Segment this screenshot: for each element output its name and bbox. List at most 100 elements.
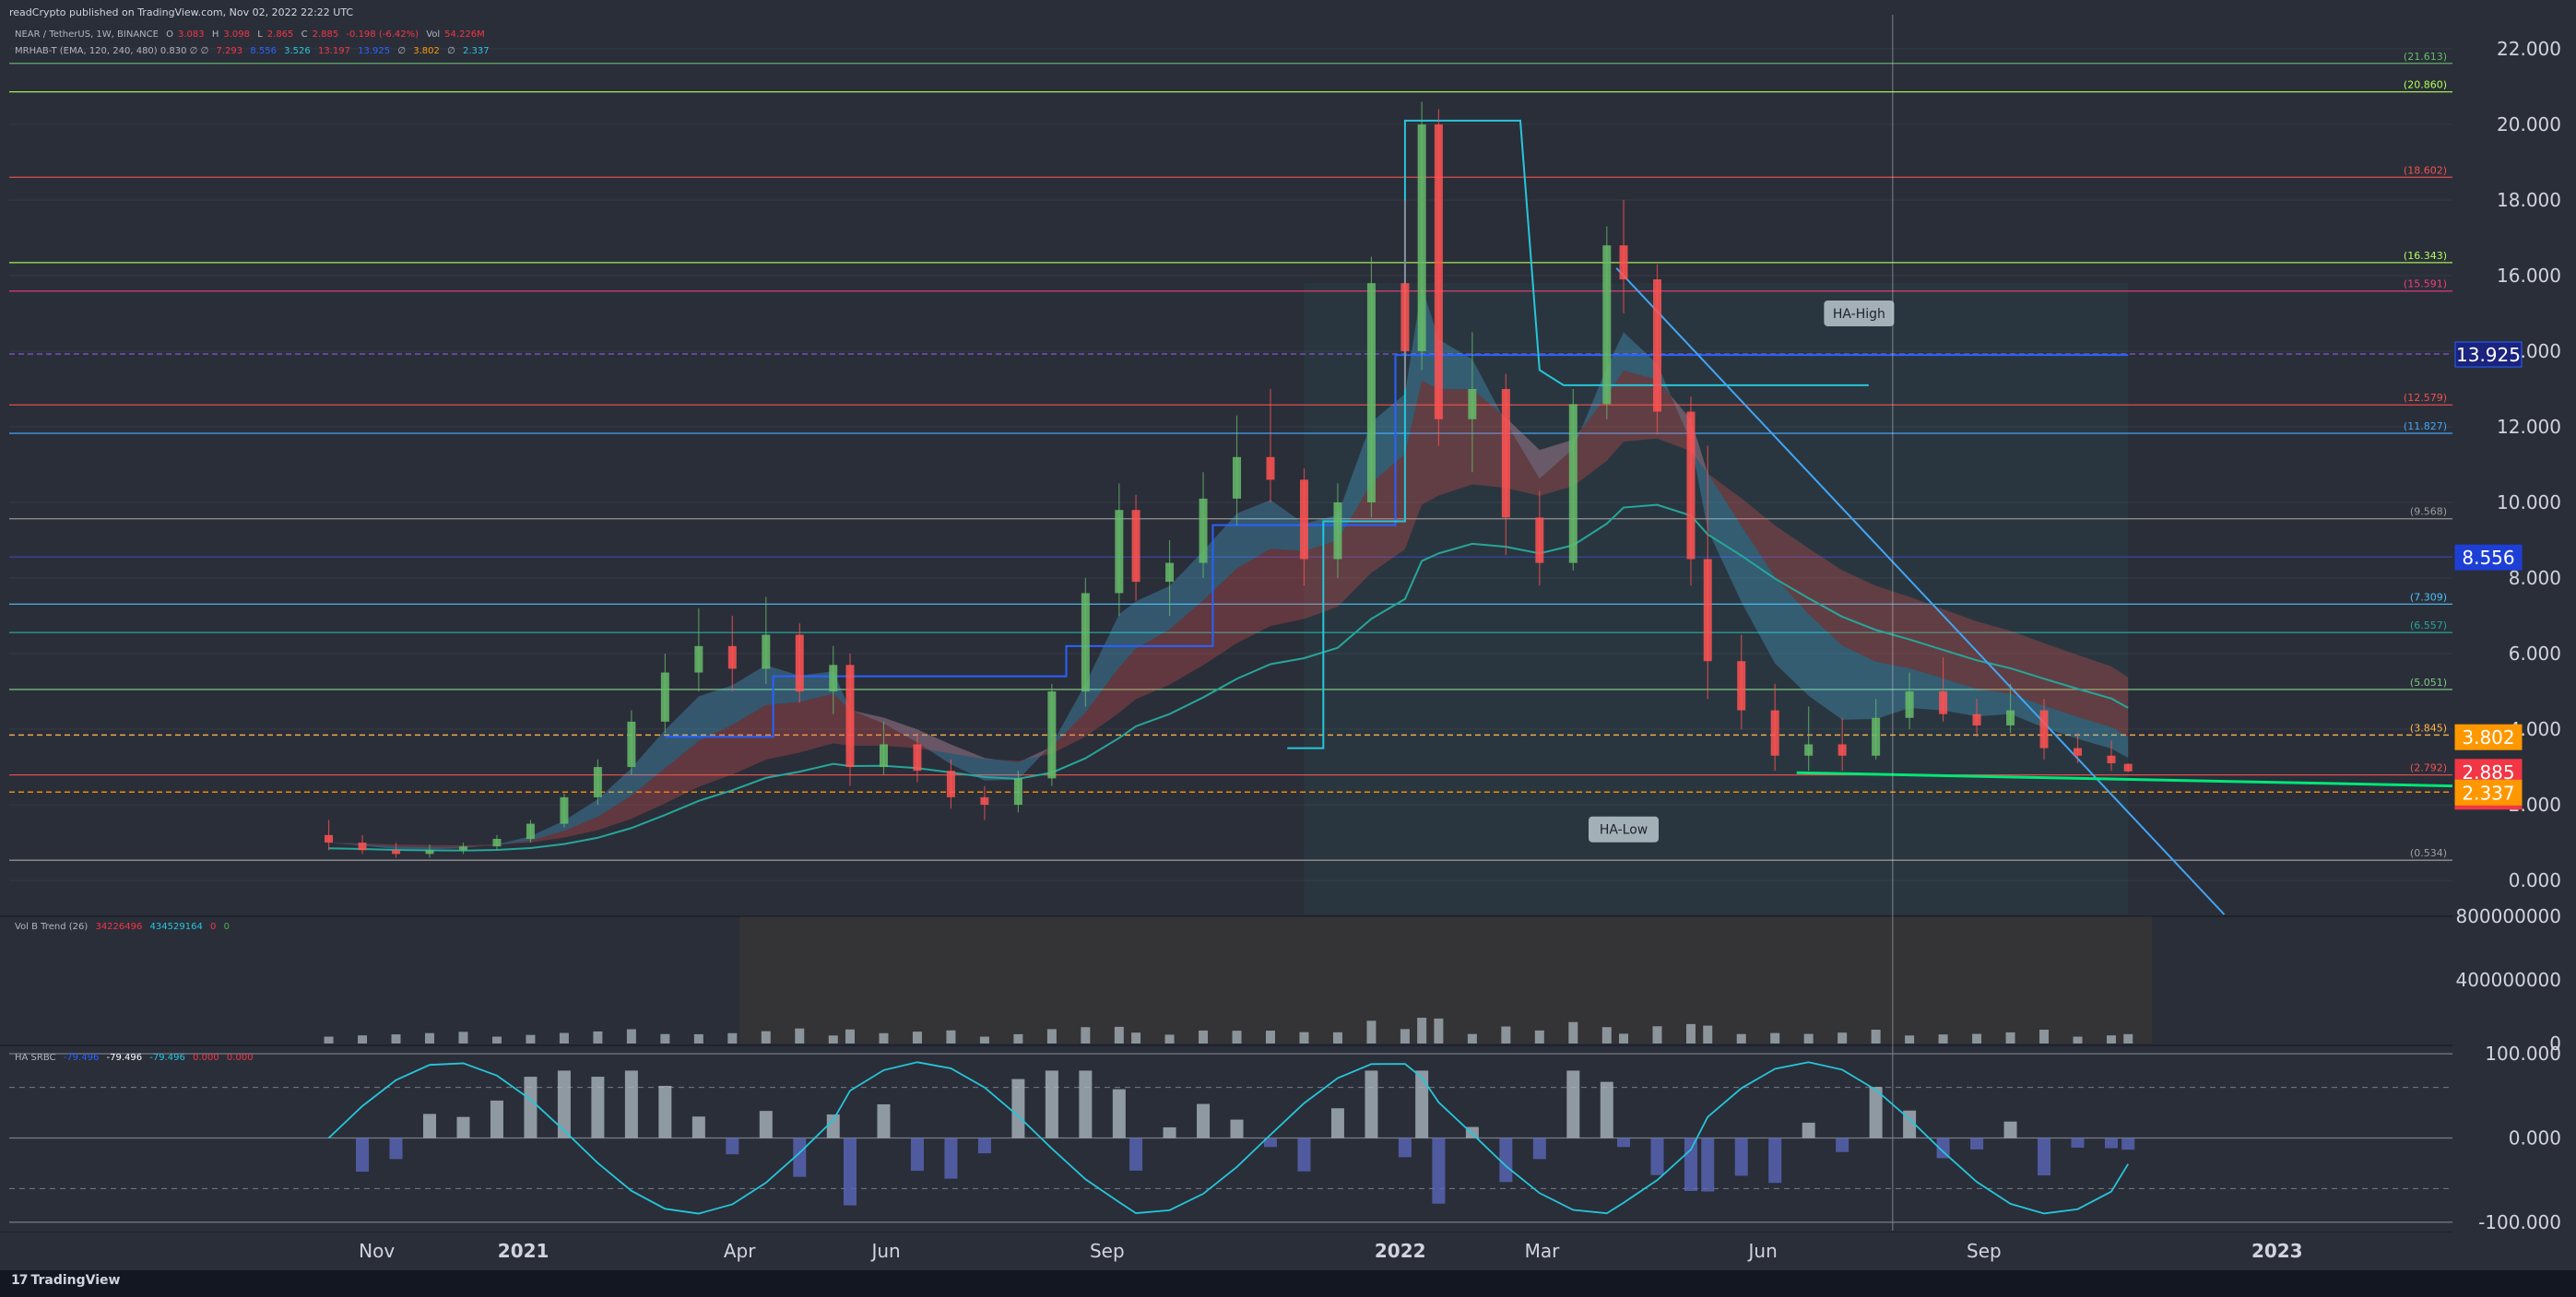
oscillator-bar	[1263, 1138, 1277, 1148]
level-label: (12.579)	[2404, 392, 2447, 404]
oscillator-pane[interactable]	[9, 1053, 2452, 1223]
price-badge-box	[2454, 779, 2523, 806]
volume-bar	[1232, 1031, 1242, 1043]
volume-tick-label: 0	[2549, 1032, 2561, 1055]
oscillator-bar	[490, 1100, 503, 1138]
price-label-badge[interactable]: 2.337	[2454, 779, 2523, 806]
close-value: 2.885	[312, 29, 339, 40]
level-label: (9.568)	[2410, 506, 2447, 518]
price-label-badge[interactable]: 8.556	[2454, 544, 2523, 571]
volume-bar	[1434, 1018, 1444, 1043]
volume-bar	[559, 1032, 569, 1043]
symbol-name[interactable]: NEAR / TetherUS, 1W, BINANCE	[15, 29, 159, 40]
oscillator-name[interactable]: HA SRBC	[15, 1053, 56, 1063]
indicator-value-6: ∅	[397, 46, 407, 56]
level-label: (7.309)	[2410, 591, 2447, 603]
price-label-badge[interactable]: 13.925	[2454, 341, 2523, 368]
candle-body	[2074, 748, 2083, 756]
oscillator-bar	[658, 1085, 672, 1138]
time-tick-label: Sep	[1090, 1240, 1125, 1262]
oscillator-bar	[793, 1138, 807, 1177]
oscillator-bar	[1297, 1138, 1311, 1172]
level-label: (0.534)	[2410, 847, 2447, 859]
high-value: 3.098	[223, 29, 251, 40]
fast-ribbon	[328, 286, 2129, 850]
price-badge-box	[2454, 341, 2523, 368]
candle-body	[694, 645, 703, 673]
volume-bar	[912, 1032, 922, 1043]
price-pane[interactable]: (21.613) (20.860) (18.602) (16.343) (15.591)…	[0, 15, 2576, 1233]
oscillator-legend[interactable]: HA SRBC -79.496 -79.496 -79.496 0.000 0.…	[15, 1053, 258, 1063]
oscillator-tick-label: -100.000	[2478, 1211, 2561, 1233]
time-axis-background	[0, 1232, 2576, 1270]
price-tick-label: 10.000	[2497, 491, 2561, 513]
candle-body	[1165, 562, 1175, 583]
price-axis[interactable]: 22.00020.00018.00016.00014.00012.00010.0…	[2452, 0, 2576, 1233]
high-label: H	[211, 29, 219, 40]
step-line-blue	[665, 354, 2129, 738]
volume-indicator-value-1: 34226496	[95, 922, 143, 932]
candle-body	[1737, 661, 1746, 711]
price-badge-text: 13.925	[2456, 344, 2521, 366]
volume-bar	[2073, 1036, 2083, 1043]
symbol-legend[interactable]: NEAR / TetherUS, 1W, BINANCE O 3.083 H 3.0…	[15, 29, 490, 40]
annotation-callout[interactable]: HA-High	[1824, 300, 1895, 326]
candle-body	[1939, 691, 1948, 714]
volume-indicator-value-3: 0	[210, 922, 217, 932]
time-tick-label: 2021	[498, 1240, 549, 1262]
oscillator-bar	[1011, 1079, 1025, 1138]
oscillator-bar	[356, 1138, 370, 1173]
indicator-value-2: 8.556	[250, 46, 277, 56]
volume-bar	[1164, 1034, 1175, 1043]
level-label: (16.343)	[2404, 250, 2447, 262]
volume-bar	[1081, 1027, 1091, 1043]
price-label-badge[interactable]: 3.802	[2454, 724, 2523, 750]
candle-body	[1400, 283, 1410, 351]
oscillator-bar	[1398, 1138, 1412, 1158]
volume-bar	[727, 1032, 738, 1043]
volume-bar	[1332, 1032, 1342, 1043]
low-value: 2.865	[266, 29, 294, 40]
indicator-name[interactable]: MRHAB-T (EMA, 120, 240, 480) 0.830 ∅ ∅	[15, 46, 209, 56]
volume-bar	[660, 1033, 670, 1043]
volume-bar	[1199, 1030, 1209, 1043]
volume-pane[interactable]	[324, 916, 2153, 1043]
candle-body	[2107, 755, 2116, 763]
candle-body	[1233, 456, 1242, 499]
volume-bar	[324, 1036, 334, 1043]
price-tick-label: 20.000	[2497, 113, 2561, 136]
level-label: (3.845)	[2410, 722, 2447, 734]
volume-background-zone	[739, 916, 2153, 1043]
indicator-value-3: 3.526	[284, 46, 311, 56]
volume-bar	[1265, 1031, 1275, 1043]
tradingview-logo[interactable]: 17 TradingView	[11, 1273, 120, 1288]
volume-bar	[1366, 1020, 1377, 1043]
volume-bar	[1703, 1025, 1713, 1043]
volume-indicator-name[interactable]: Vol B Trend (26)	[15, 922, 89, 932]
candle-body	[1501, 388, 1510, 518]
oscillator-bar	[826, 1114, 840, 1138]
volume-legend[interactable]: Vol B Trend (26) 34226496 434529164 0 0	[15, 922, 234, 932]
candle-body	[1013, 778, 1022, 806]
volume-bar	[2039, 1029, 2050, 1043]
oscillator-bar	[977, 1138, 991, 1154]
oscillator-value-4: 0.000	[193, 1053, 219, 1063]
oscillator-bar	[524, 1077, 538, 1138]
price-tick-label: 6.000	[2509, 643, 2561, 665]
volume-bar	[424, 1032, 434, 1043]
oscillator-bar	[1650, 1138, 1664, 1175]
indicator-legend[interactable]: MRHAB-T (EMA, 120, 240, 480) 0.830 ∅ ∅ 7…	[15, 46, 494, 56]
volume-bar	[1736, 1033, 1746, 1043]
annotation-box	[1824, 300, 1895, 326]
candle-body	[727, 645, 737, 669]
volume-bar	[526, 1034, 536, 1043]
candle-body	[560, 796, 569, 824]
step-line-cyan	[1287, 119, 1869, 749]
oscillator-bar	[944, 1138, 958, 1179]
candle-body	[1115, 510, 1124, 594]
annotation-callout[interactable]: HA-Low	[1589, 816, 1660, 843]
time-axis[interactable]: Nov 2021 Apr Jun Sep 2022 Mar Jun Sep 2023	[0, 1232, 2576, 1270]
oscillator-bar	[1432, 1138, 1446, 1204]
volume-bar	[1803, 1033, 1814, 1043]
volume-bar	[391, 1034, 401, 1043]
